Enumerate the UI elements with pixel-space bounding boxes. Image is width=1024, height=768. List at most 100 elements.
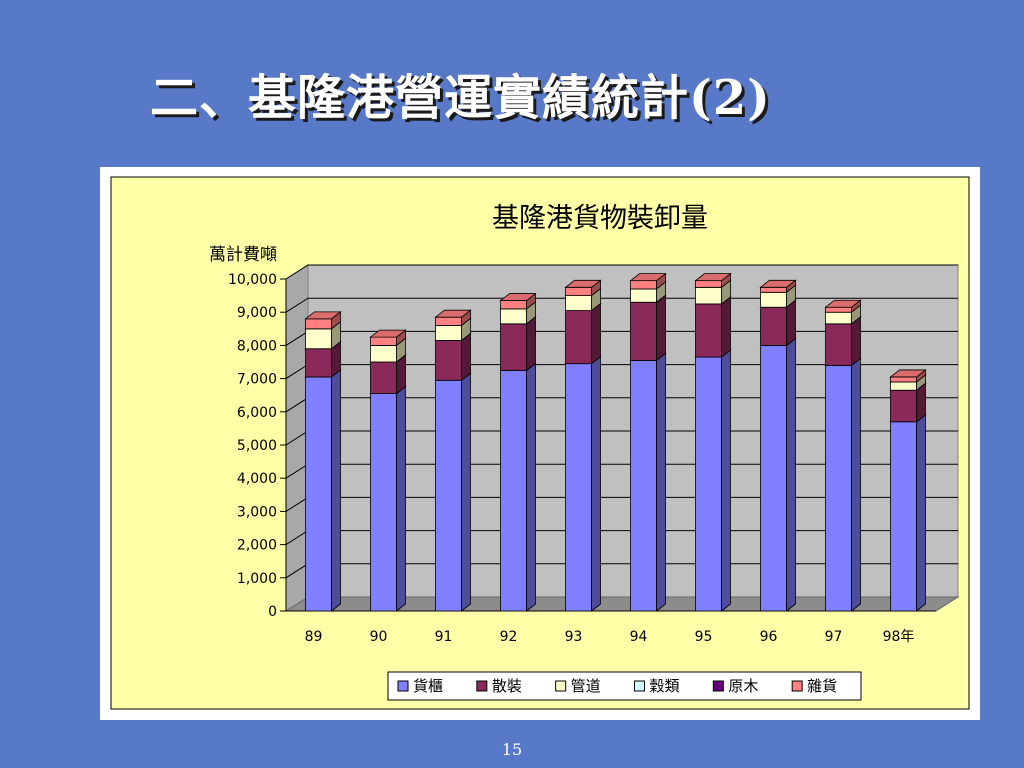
- slide-title: 二、基隆港營運實績統計(2): [150, 70, 771, 126]
- legend: 貨櫃 散裝 管道 穀類 原木 雜貨: [387, 671, 862, 701]
- bar-98年-貨櫃: [890, 421, 917, 612]
- bar-95-散裝-side: [721, 296, 731, 358]
- bar-96-管道: [760, 291, 787, 308]
- bar-89-管道: [305, 328, 332, 350]
- bar-95-雜貨: [695, 280, 722, 288]
- x-tick-label: 90: [370, 629, 388, 645]
- bar-89-雜貨-top: [304, 311, 342, 320]
- bar-96-散裝: [760, 306, 787, 346]
- bar-95-散裝: [695, 303, 722, 358]
- bar-98年-管道: [890, 381, 917, 391]
- bar-96-雜貨-top: [759, 279, 797, 288]
- bar-98年-散裝: [890, 389, 917, 423]
- legend-swatch-雜貨: [791, 680, 803, 692]
- legend-label: 原木: [728, 677, 758, 695]
- legend-swatch-原木: [712, 680, 724, 692]
- bar-95-貨櫃-side: [721, 349, 731, 612]
- x-tick-label: 98年: [883, 629, 915, 645]
- bar-92-雜貨: [500, 300, 527, 310]
- y-tick-label: 7,000: [237, 372, 277, 388]
- plot-layer: 0 1,000 2,000 3,000 4,000 5,000 6,000 7,000 8,00…: [228, 264, 960, 645]
- bar-90-貨櫃-side: [396, 385, 406, 612]
- bar-92-貨櫃: [500, 369, 527, 612]
- y-tick-label: 4,000: [237, 471, 277, 487]
- x-tick-label: 89: [305, 629, 323, 645]
- bar-89-貨櫃-side: [331, 369, 341, 612]
- bar-91-雜貨: [435, 316, 462, 326]
- bar-97-管道: [825, 311, 852, 325]
- bar-91-貨櫃: [435, 379, 462, 612]
- bar-97-雜貨-top: [824, 299, 862, 308]
- bar-94-貨櫃: [630, 359, 657, 612]
- bar-90-雜貨-top: [369, 329, 407, 338]
- bar-92-散裝-side: [526, 316, 536, 372]
- y-gridline: [285, 264, 958, 280]
- bar-93-散裝: [565, 310, 592, 365]
- bar-90-貨櫃: [370, 393, 397, 612]
- y-gridline: [285, 297, 958, 313]
- legend-label: 貨櫃: [413, 677, 443, 695]
- y-tick-label: 6,000: [237, 405, 277, 421]
- bar-98年-雜貨: [890, 376, 917, 383]
- bar-91-散裝: [435, 340, 462, 381]
- chart-frame: 基隆港貨物裝卸量 萬計費噸 0 1,000 2,000 3,000 4,000 5,000…: [100, 167, 980, 720]
- bar-94-散裝-side: [656, 294, 666, 362]
- x-tick-label: 93: [565, 629, 583, 645]
- x-tick-label: 94: [630, 629, 648, 645]
- y-tick-label: 2,000: [237, 538, 277, 554]
- x-tick-label: 96: [760, 629, 778, 645]
- bar-97-貨櫃-side: [851, 357, 861, 612]
- bar-94-貨櫃-side: [656, 352, 666, 612]
- legend-swatch-貨櫃: [397, 680, 409, 692]
- y-tick-label: 5,000: [237, 438, 277, 454]
- bar-91-貨櫃-side: [461, 372, 471, 612]
- bar-93-管道: [565, 295, 592, 311]
- y-tick-label: 9,000: [237, 305, 277, 321]
- bar-92-雜貨-top: [499, 293, 537, 301]
- bar-97-散裝-side: [851, 316, 861, 367]
- bar-93-雜貨: [565, 286, 592, 297]
- bar-96-貨櫃: [760, 344, 787, 612]
- bar-94-管道: [630, 288, 657, 303]
- x-tick-label: 95: [695, 629, 713, 645]
- bar-98年-雜貨-top: [889, 369, 927, 378]
- bar-92-散裝: [500, 323, 527, 371]
- bar-95-雜貨-top: [694, 273, 732, 282]
- chart-title: 基隆港貨物裝卸量: [492, 203, 708, 234]
- bar-96-散裝-side: [786, 299, 796, 347]
- legend-label: 雜貨: [807, 677, 837, 695]
- y-tick-label: 1,000: [237, 571, 277, 587]
- bar-95-管道: [695, 286, 722, 305]
- bar-92-貨櫃-side: [526, 362, 536, 612]
- bar-96-雜貨: [760, 286, 787, 293]
- bar-90-散裝: [370, 361, 397, 394]
- y-tick-label: 8,000: [237, 338, 277, 354]
- bar-97-雜貨: [825, 306, 852, 313]
- bar-91-雜貨-top: [434, 309, 472, 318]
- y-unit-label: 萬計費噸: [209, 245, 277, 265]
- x-tick-label: 97: [825, 629, 843, 645]
- y-tick-label: 3,000: [237, 504, 277, 520]
- bar-96-貨櫃-side: [786, 337, 796, 612]
- legend-swatch-散裝: [476, 680, 488, 692]
- bar-90-管道: [370, 344, 397, 363]
- bar-90-雜貨: [370, 336, 397, 346]
- legend-label: 散裝: [492, 677, 522, 695]
- bar-89-雜貨: [305, 318, 332, 330]
- bar-93-雜貨-top: [564, 279, 602, 288]
- y-tick-label: 10,000: [228, 272, 277, 288]
- bar-98年-貨櫃-side: [916, 413, 926, 612]
- bar-91-散裝-side: [461, 332, 471, 382]
- legend-label: 管道: [571, 677, 601, 695]
- x-tick-label: 92: [500, 629, 518, 645]
- bar-94-雜貨: [630, 280, 657, 290]
- bar-97-貨櫃: [825, 364, 852, 612]
- bar-94-雜貨-top: [629, 273, 667, 282]
- y-tick-label: 0: [268, 604, 277, 620]
- bar-93-貨櫃-side: [591, 355, 601, 612]
- legend-label: 穀類: [650, 677, 680, 695]
- legend-box: [387, 671, 862, 701]
- bar-93-散裝-side: [591, 302, 601, 365]
- bar-89-散裝: [305, 348, 332, 378]
- legend-swatch-穀類: [634, 680, 645, 692]
